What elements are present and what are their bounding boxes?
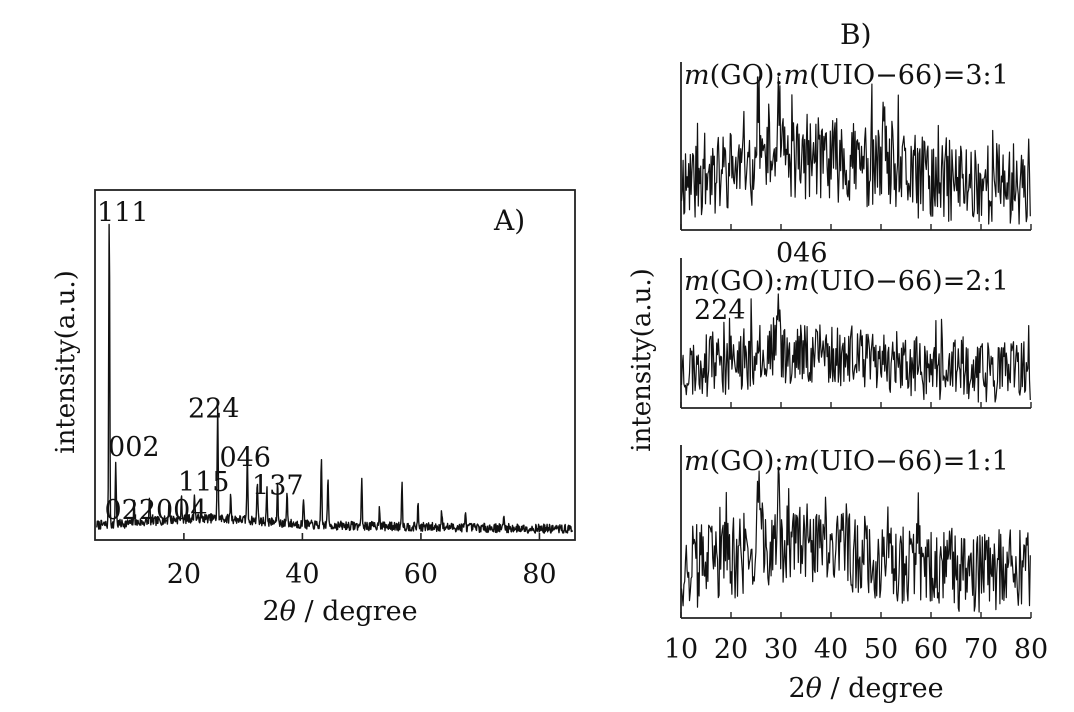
panel-b-x-tick-label: 50: [864, 634, 898, 665]
panel-a-x-axis-label: 2θ / degree: [262, 596, 417, 627]
panel-a-x-tick-label: 40: [285, 559, 319, 590]
panel-a-peak-label: 002: [108, 432, 160, 463]
panel-b-x-tick-label: 40: [814, 634, 848, 665]
panel-a-x-tick-label: 60: [404, 559, 438, 590]
panel-a-x-tick-label: 20: [167, 559, 201, 590]
panel-a-peak-label: 022004: [104, 495, 207, 526]
panel-b-label: B): [840, 18, 872, 51]
sub-2-1-peak-label-224: 224: [694, 295, 746, 326]
panel-a-x-tick-label: 80: [522, 559, 556, 590]
panel-a-y-axis-label: intensity(a.u.): [51, 270, 81, 454]
panel-a-peak-label: 046: [219, 443, 271, 474]
panel-b-x-tick-label: 70: [964, 634, 998, 665]
panel-b-x-tick-label: 80: [1014, 634, 1048, 665]
panel-a-peak-label: 137: [252, 471, 304, 502]
panel-b: B) m(GO):m(UIO−66)=3:1 m(GO):m(UIO−66)=2…: [627, 18, 1048, 704]
sub-2-1-xrd-trace: [680, 293, 1031, 403]
panel-b-x-tick-label: 20: [714, 634, 748, 665]
sub-2-1-peak-label-046: 046: [776, 238, 828, 269]
panel-b-x-tick-label: 60: [914, 634, 948, 665]
panel-b-y-axis-label: intensity(a.u.): [627, 268, 657, 452]
sub-1-1-xrd-trace: [680, 466, 1031, 613]
panel-a-peak-label: 224: [188, 394, 240, 425]
sub-3-1-legend: m(GO):m(UIO−66)=3:1: [684, 60, 1009, 91]
sub-3-1-xrd-trace: [680, 76, 1031, 225]
sub-1-1-legend: m(GO):m(UIO−66)=1:1: [684, 446, 1009, 477]
panel-a-label: A): [493, 204, 525, 237]
panel-b-sub-3-1: m(GO):m(UIO−66)=3:1: [680, 60, 1031, 231]
panel-b-x-ticks: 10 20 30 40 50 60 70 80: [664, 224, 1048, 665]
panel-a-peak-label: 111: [97, 198, 149, 229]
panel-a-x-ticks: 20 40 60 80: [167, 533, 557, 590]
panel-b-x-tick-label: 10: [664, 634, 698, 665]
panel-b-sub-1-1: m(GO):m(UIO−66)=1:1: [680, 445, 1031, 619]
panel-b-x-axis-label: 2θ / degree: [788, 673, 943, 704]
panel-a-peak-label: 115: [178, 467, 230, 498]
panel-b-sub-2-1: m(GO):m(UIO−66)=2:1 046 224: [680, 238, 1031, 409]
sub-2-1-legend: m(GO):m(UIO−66)=2:1: [684, 266, 1009, 297]
panel-a-frame: [94, 189, 576, 541]
panel-b-x-tick-label: 30: [764, 634, 798, 665]
panel-a-xrd-trace: [96, 223, 573, 534]
